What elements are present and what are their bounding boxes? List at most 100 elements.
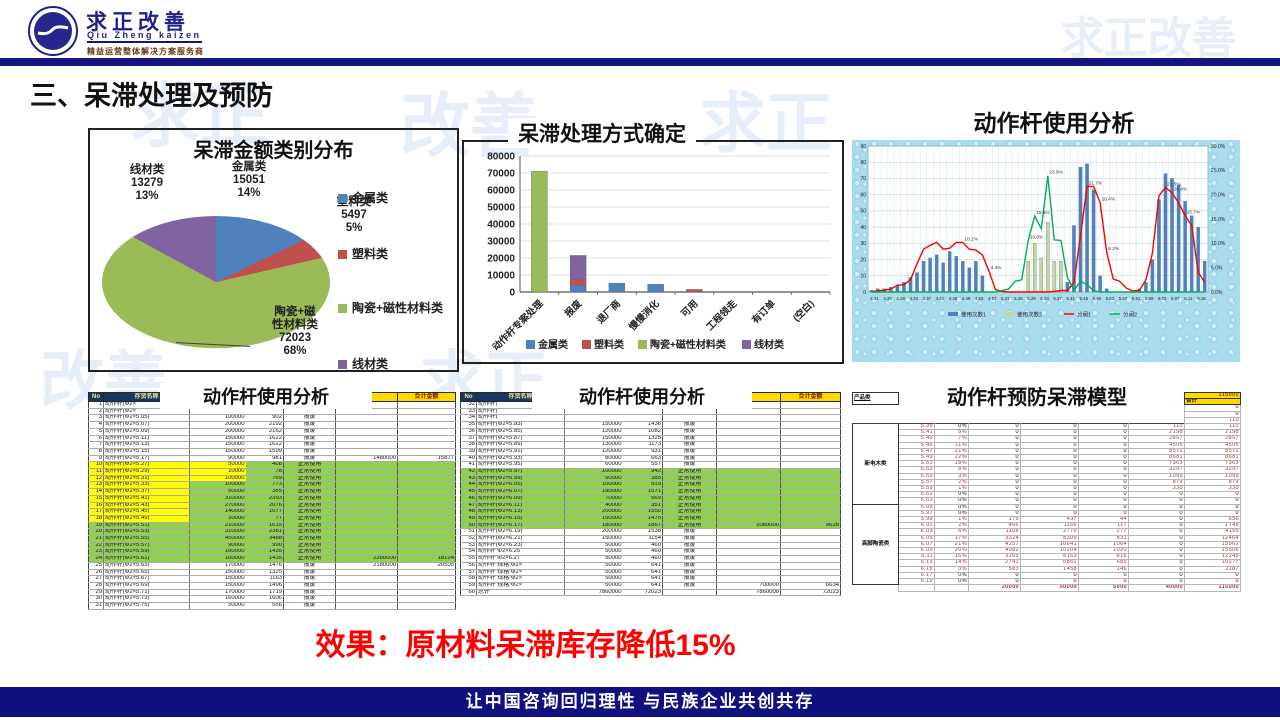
table-row: 12 动作杆(Φ2×5.31) 100000 769 正常使用 [88, 475, 456, 483]
bar-chart-title: 呆滞处理方式确定 [508, 118, 696, 148]
table-row: 高脚陶瓷类 5.95 0% 0 0 0 0 0 [852, 503, 1241, 586]
column-header: 合计金额 [397, 392, 456, 402]
table-row: 27 动作杆(Φ2×5.67) 150000 1163 报废 [88, 575, 456, 583]
svg-text:使用次数1: 使用次数1 [961, 311, 986, 319]
table-row: 5.63 0% 0 0 0 0 0 [853, 497, 1241, 505]
svg-text:20: 20 [860, 257, 866, 263]
table-row: 29 动作杆(Φ2×5.71) 170000 1719 报废 [88, 589, 456, 597]
svg-text:90: 90 [860, 144, 866, 150]
svg-text:5.0%: 5.0% [1211, 265, 1223, 271]
svg-text:4.53: 4.53 [975, 296, 984, 301]
table-row: 24 动作杆(Φ2×5.61) 160000 1435 正常使用 2260000 18124 [88, 555, 456, 563]
legend-swatch [338, 304, 347, 314]
logo: 求正改善 Qiu Zheng kaizen 精益运营整体解决方案服务商 [28, 4, 288, 58]
table-row: 31 动作杆(Φ2×5.75) 50000 556 报废 [88, 602, 456, 610]
svg-text:40: 40 [860, 225, 866, 231]
pie-callout: 陶瓷+磁 性材料类 72023 68% [272, 306, 318, 357]
svg-text:5.99: 5.99 [1145, 296, 1154, 301]
table-row: 5.47 21% 0 0 0 8571 8571 [853, 447, 1241, 456]
table-row: 5.53 8% 0 0 0 3297 3297 [853, 466, 1241, 474]
svg-text:0.0%: 0.0% [1211, 290, 1223, 296]
pie-chart-panel: 呆滞金额类别分布 线材类 13279 13% 金属类 15051 14% 塑料类 5497 5%… [88, 128, 459, 372]
table-row: 55 动作杆 Φ2×6.27 50000 460 报废 [460, 555, 841, 563]
svg-text:5.33: 5.33 [1040, 296, 1049, 301]
svg-text:8.2%: 8.2% [1108, 246, 1120, 252]
svg-text:6.11: 6.11 [1184, 296, 1193, 301]
table-row: 41 动作杆(Φ2×5.95) 60000 557 报废 [460, 461, 841, 470]
pie-callout: 线材类 13279 13% [129, 164, 165, 202]
svg-text:5.53: 5.53 [1106, 296, 1115, 301]
table-row: 5.49 22% 0 0 0 8681 8681 [853, 454, 1241, 462]
svg-text:21.7%: 21.7% [1089, 180, 1103, 186]
svg-text:10.0%: 10.0% [1211, 241, 1226, 247]
table-row: 5 动作杆(Φ2×5.09) 200000 2162 报废 [88, 428, 456, 436]
svg-text:报废: 报废 [562, 297, 584, 319]
svg-text:5.49: 5.49 [1093, 296, 1102, 301]
svg-text:金属类: 金属类 [537, 338, 568, 351]
table-row: 10 动作杆(Φ2×5.27) 50000 408 正常使用 [88, 461, 456, 470]
svg-text:15.0%: 15.0% [1211, 217, 1226, 223]
table-row: 48 动作杆(Φ2×6.13) 200000 1550 正常使用 [460, 508, 841, 516]
table-row: 21 动作杆(Φ2×5.55) 450000 3488 正常使用 [88, 535, 456, 543]
table-row: 5.61 0% 0 0 0 0 0 [853, 491, 1241, 499]
effect-text: 效果：原材料呆滞库存降低15% [315, 629, 736, 662]
legend-swatch [338, 360, 347, 370]
combo-chart-title: 动作杆使用分析 [904, 104, 1204, 138]
svg-text:21.5%: 21.5% [1167, 181, 1181, 187]
table-row: 26 动作杆(Φ2×5.65) 150000 1325 报废 [88, 569, 456, 577]
table-row: 38 动作杆(Φ2×5.89) 130000 1173 报废 [460, 441, 841, 449]
table-row: 19 动作杆(Φ2×5.51) 210000 1615 正常使用 [88, 522, 456, 530]
table-total-row: 20000 50000 5000 40000 115000 [852, 584, 1241, 592]
svg-text:5.45: 5.45 [1079, 296, 1088, 301]
table-row: 5.41 5% 0 0 0 2198 2198 [853, 429, 1241, 437]
svg-text:25.0%: 25.0% [1211, 168, 1226, 174]
table-row: 52 动作杆(Φ2×6.21) 150000 1154 报废 [460, 535, 841, 543]
svg-text:10: 10 [860, 274, 866, 280]
bar-chart-panel: 呆滞处理方式确定 0 10000 20000 30000 40000 50000 60000… [462, 118, 844, 364]
watermark: 求正改善 [1060, 13, 1236, 64]
table-row: 46 动作杆(Φ2×6.09) 70000 569 正常使用 [460, 495, 841, 503]
svg-text:10.6%: 10.6% [1030, 234, 1044, 240]
usage-table-1-title: 动作杆使用分析 [160, 383, 372, 409]
table-row: 53 动作杆(Φ2×6.23) 50000 460 报废 [460, 542, 841, 550]
table-row: 11 动作杆(Φ2×5.29) 10000 78 正常使用 [88, 468, 456, 476]
table-row: 39 动作杆(Φ2×5.91) 120000 931 报废 [460, 448, 841, 456]
table-row: 57 动作杆 规格:Φ2× 50000 641 报废 [460, 569, 841, 577]
table-row: 7 动作杆(Φ2×5.13) 150000 1622 报废 [88, 441, 456, 449]
svg-text:4.57: 4.57 [988, 296, 997, 301]
svg-text:可用: 可用 [679, 298, 700, 319]
svg-text:20.4%: 20.4% [1174, 187, 1188, 193]
svg-text:分阀2: 分阀2 [1123, 311, 1137, 319]
svg-text:15.7%: 15.7% [1187, 210, 1201, 216]
table-row: 0 [853, 404, 1241, 412]
svg-text:塑料类: 塑料类 [594, 338, 624, 351]
table-row: 42 动作杆(Φ2×5.97) 100000 942 正常使用 [460, 468, 841, 476]
svg-text:6.07: 6.07 [1171, 296, 1180, 301]
column-header: No [460, 392, 477, 402]
svg-text:5.57: 5.57 [1119, 296, 1128, 301]
svg-text:0: 0 [509, 288, 515, 299]
bar-chart: 0 10000 20000 30000 40000 50000 60000 70000 8000… [487, 152, 831, 353]
legend-swatch [338, 250, 347, 260]
svg-text:退厂商: 退厂商 [594, 297, 623, 326]
usage-table-2-title: 动作杆使用分析 [532, 383, 752, 409]
table-row: 25 动作杆(Φ2×5.63) 170000 1476 报废 2180000 20505 [88, 562, 456, 570]
table-row: 20 动作杆(Φ2×5.53) 310000 2381 正常使用 [88, 528, 456, 537]
svg-text:70: 70 [860, 176, 866, 182]
column-header: No [88, 392, 104, 402]
table-row: 2 动作杆(Φ2× [88, 408, 456, 416]
svg-text:6.03: 6.03 [1158, 296, 1167, 301]
table-row: 4 动作杆(Φ2×5.07) 200000 2192 报废 [88, 421, 456, 429]
legend-swatch [338, 194, 347, 204]
svg-text:30.0%: 30.0% [1211, 144, 1226, 150]
svg-text:分阀1: 分阀1 [1077, 311, 1091, 319]
svg-text:50000: 50000 [487, 203, 515, 214]
pie-legend-item: 塑料类 [338, 248, 450, 261]
svg-text:80000: 80000 [487, 152, 515, 163]
table-row: 30 动作杆(Φ2×5.73) 160000 1606 报废 [88, 595, 456, 604]
table-row: 35 动作杆(Φ2×5.83) 150000 1436 报废 [460, 421, 841, 429]
svg-text:4.3%: 4.3% [990, 265, 1002, 271]
svg-text:0: 0 [863, 290, 866, 296]
svg-text:5.21: 5.21 [1001, 296, 1010, 301]
